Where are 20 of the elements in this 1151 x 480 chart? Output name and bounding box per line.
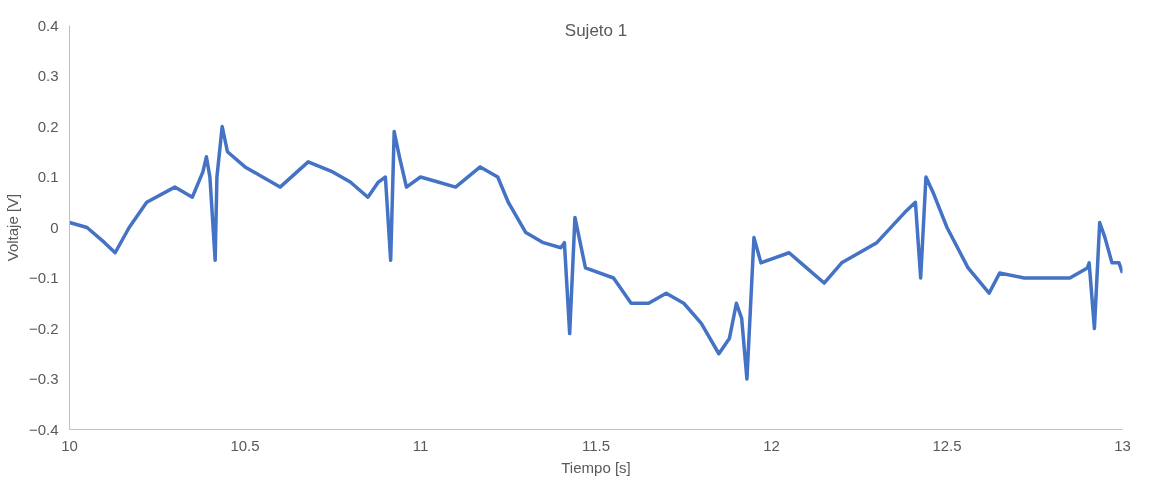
x-tick-label: 10 xyxy=(61,436,78,454)
x-tick-label: 11.5 xyxy=(581,436,611,454)
y-tick-label: 0 xyxy=(50,218,59,236)
y-tick-label: 0.3 xyxy=(37,67,59,84)
x-tick-label: 13 xyxy=(1114,436,1131,454)
x-tick-label: 12 xyxy=(763,436,780,454)
x-tick-label: 12.5 xyxy=(932,436,962,454)
y-tick-label: 0.4 xyxy=(37,16,59,34)
y-tick-label: 0.1 xyxy=(37,168,59,185)
y-tick-label: −0.2 xyxy=(28,319,59,337)
y-tick-label: −0.1 xyxy=(28,269,59,286)
y-tick-label: −0.3 xyxy=(28,370,59,387)
chart-title: Sujeto 1 xyxy=(564,20,628,40)
line-series xyxy=(69,124,1123,381)
x-tick-label: 11 xyxy=(412,436,429,454)
y-tick-label: −0.4 xyxy=(28,420,59,438)
y-tick-label: 0.2 xyxy=(37,117,59,135)
y-axis-title: Voltaje [V] xyxy=(3,193,21,262)
x-axis-title: Tiempo [s] xyxy=(561,458,631,476)
x-tick-label: 10.5 xyxy=(230,436,260,454)
